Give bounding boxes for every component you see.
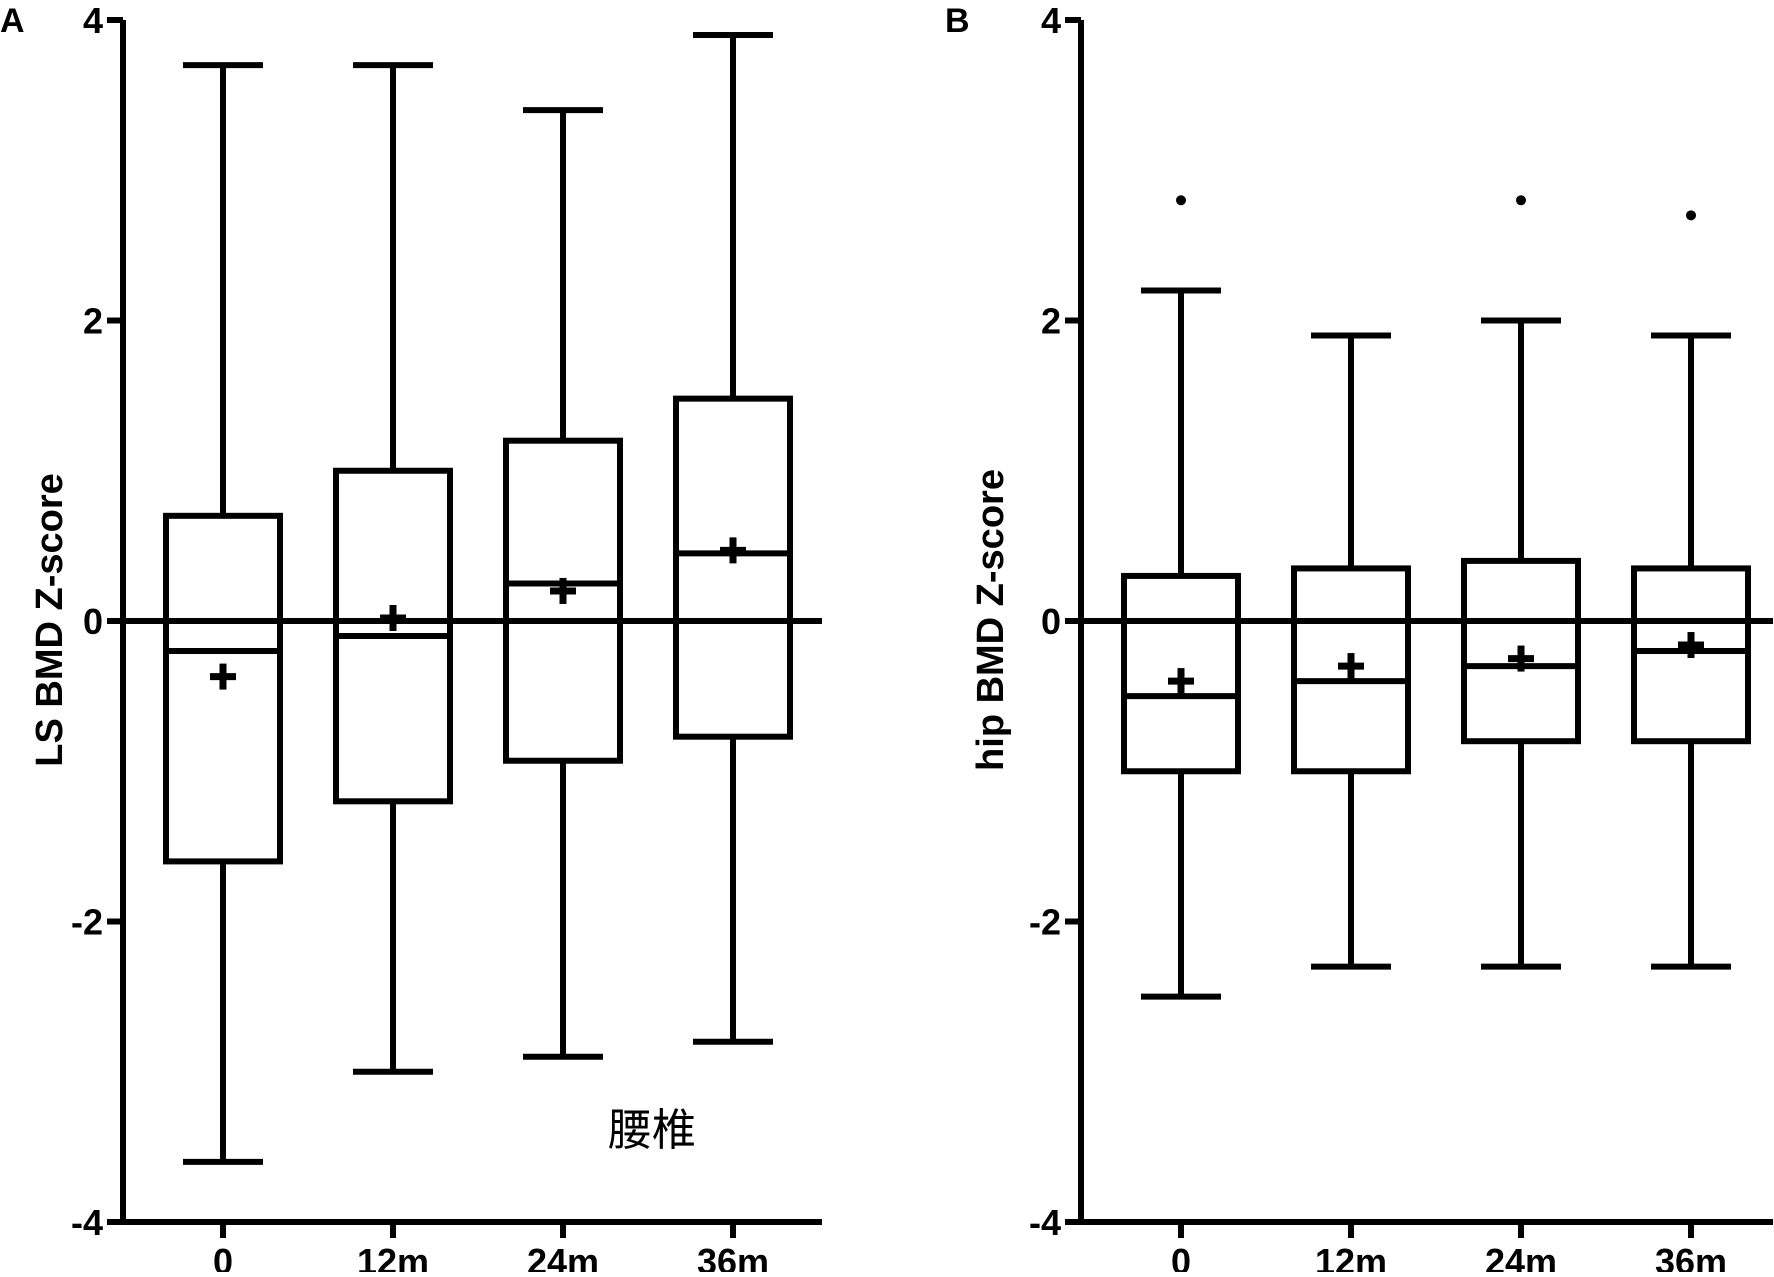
x-tick-label: 0: [213, 1241, 233, 1272]
x-tick-label: 12m: [357, 1241, 429, 1272]
outlier-point: [1686, 210, 1696, 221]
y-tick-label: 2: [83, 301, 103, 342]
x-tick-label: 12m: [1315, 1241, 1387, 1272]
y-tick-label: 0: [83, 601, 103, 642]
x-tick-label: 0: [1171, 1241, 1191, 1272]
panel-b: B hip BMD Z-score -4 -2 0 2 4 0 12m 24m 36m: [945, 0, 1773, 1277]
iqr-box: [1461, 557, 1581, 745]
y-tick-label: -4: [1029, 1202, 1061, 1243]
outlier-point: [1516, 195, 1526, 206]
iqr-box: [503, 437, 623, 764]
iqr-box: [1121, 572, 1241, 775]
iqr-box: [163, 512, 283, 865]
x-tick-label: 36m: [1655, 1241, 1727, 1272]
iqr-box: [673, 395, 793, 740]
x-tick-label: 24m: [527, 1241, 599, 1272]
panel-label: B: [945, 2, 970, 40]
y-axis-title: hip BMD Z-score: [970, 469, 1012, 771]
y-tick-label: 2: [1041, 301, 1061, 342]
y-tick-label: 4: [1041, 0, 1061, 41]
x-tick-label: 24m: [1485, 1241, 1557, 1272]
y-axis-title: LS BMD Z-score: [29, 473, 71, 766]
region-annotation: 腰椎: [608, 1105, 696, 1156]
panel-a: A LS BMD Z-score 腰椎 -4 -2 0 2 4 0 12m 24m 36m: [0, 0, 822, 1277]
y-tick-label: 4: [83, 0, 103, 41]
x-tick-label: 36m: [697, 1241, 769, 1272]
y-tick-label: 0: [1041, 601, 1061, 642]
outlier-point: [1176, 195, 1186, 206]
y-tick-label: -2: [71, 902, 103, 943]
y-tick-label: -2: [1029, 902, 1061, 943]
y-tick-label: -4: [71, 1202, 103, 1243]
panel-label: A: [0, 2, 25, 40]
iqr-box: [1291, 565, 1411, 775]
iqr-box: [1631, 565, 1751, 745]
